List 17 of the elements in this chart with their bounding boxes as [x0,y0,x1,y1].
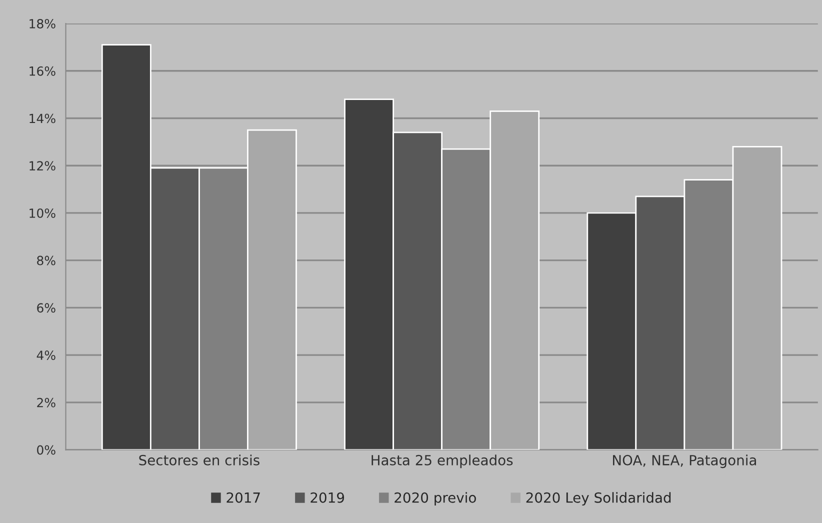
y-tick-label: 16% [30,66,56,76]
y-tick-label: 10% [30,208,56,218]
y-tick-label: 12% [30,161,56,171]
y-tick-label: 18% [30,19,56,28]
legend-label: 2020 Ley Solidaridad [526,492,671,506]
legend-label: 2020 previo [394,492,476,506]
y-tick-label: 14% [30,114,56,124]
x-tick-label: Hasta 25 empleados [372,454,513,468]
legend-label: 2019 [310,492,344,503]
x-tick-label: NOA, NEA, Patagonia [613,454,756,468]
y-tick-label: 8% [37,256,56,266]
y-tick-label: 4% [36,350,56,360]
y-tick-label: 6% [37,303,56,313]
y-tick-label: 0% [37,445,56,455]
legend-label: 2017 [226,492,260,503]
x-tick-label: Sectores en crisis [139,454,260,466]
y-tick-label: 2% [37,398,56,408]
